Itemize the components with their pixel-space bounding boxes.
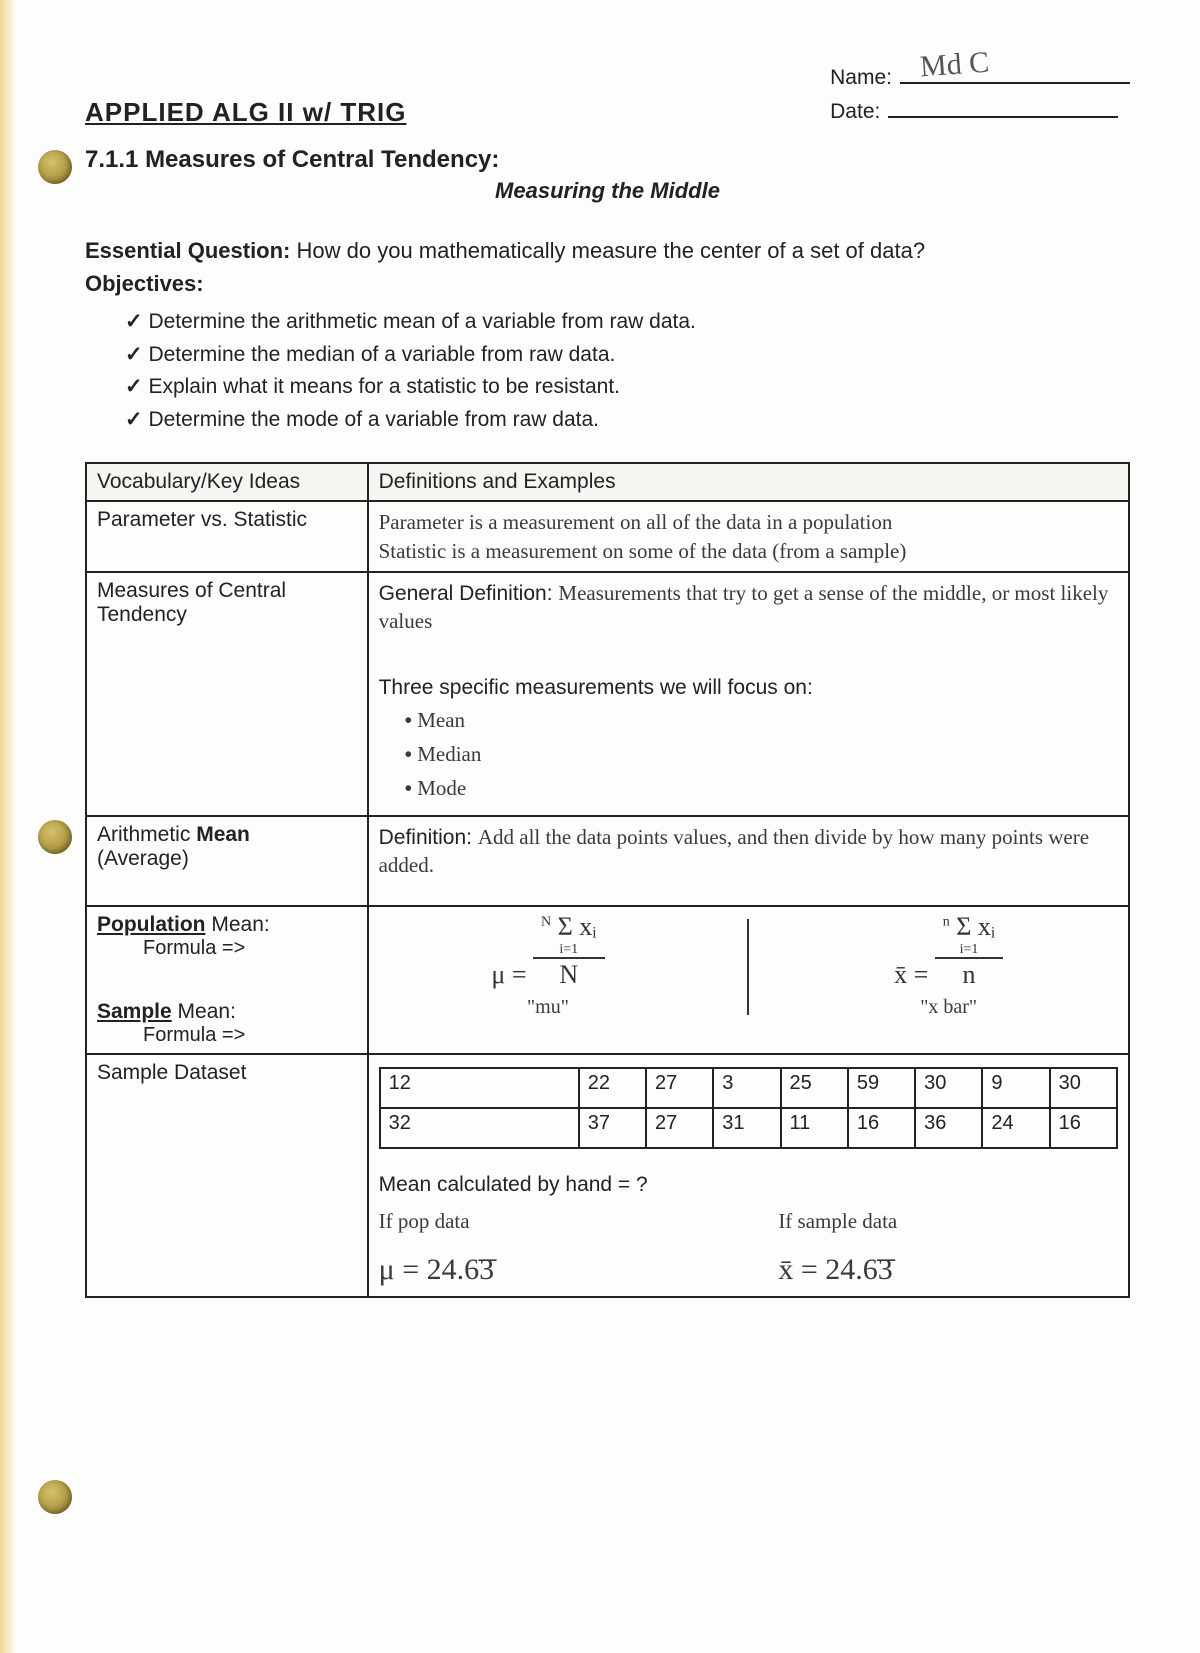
data-cell: 36 <box>915 1108 982 1148</box>
data-cell: 30 <box>1050 1068 1117 1108</box>
student-name-handwritten: Md C <box>919 46 990 85</box>
data-cell: 59 <box>848 1068 915 1108</box>
row-label: Arithmetic Mean (Average) <box>86 816 368 907</box>
data-cell: 31 <box>713 1108 780 1148</box>
dataset-table: 12 22 27 3 25 59 30 9 30 32 37 27 <box>379 1067 1118 1149</box>
hole-punch <box>38 820 72 854</box>
general-def-label: General Definition: <box>379 582 553 605</box>
section-subtitle: Measuring the Middle <box>85 178 1130 204</box>
handwriting: Statistic is a measurement on some of th… <box>379 537 1118 565</box>
row-content: Definition: Add all the data points valu… <box>368 816 1129 907</box>
name-date-block: Name: Md C Date: <box>830 60 1130 128</box>
eq-label: Essential Question: <box>85 238 290 263</box>
vertical-divider <box>747 919 749 1015</box>
objectives-label: Objectives: <box>85 271 204 296</box>
section-title: Measures of Central Tendency: <box>145 146 499 173</box>
data-cell: 12 <box>380 1068 579 1108</box>
worksheet-page: APPLIED ALG II w/ TRIG Name: Md C Date: … <box>0 0 1200 1653</box>
sample-mean-handwork: If sample data x̄ = 24.6͞3 <box>778 1207 1118 1290</box>
population-mean-formula: μ = N Σ xᵢ i=1 N "mu" <box>379 913 718 1021</box>
xbar-label: "x bar" <box>779 994 1118 1021</box>
hole-punch <box>38 1480 72 1514</box>
name-label: Name: <box>830 66 892 90</box>
section-number: 7.1.1 <box>85 146 138 173</box>
header-row: APPLIED ALG II w/ TRIG Name: Md C Date: <box>85 60 1130 128</box>
row-label: Parameter vs. Statistic <box>86 501 368 572</box>
mu-label: "mu" <box>379 994 718 1021</box>
objective-item: Explain what it means for a statistic to… <box>125 371 1130 404</box>
data-cell: 16 <box>848 1108 915 1148</box>
data-cell: 25 <box>781 1068 848 1108</box>
row-arithmetic-mean: Arithmetic Mean (Average) Definition: Ad… <box>86 816 1129 907</box>
data-cell: 30 <box>915 1068 982 1108</box>
table-header-row: Vocabulary/Key Ideas Definitions and Exa… <box>86 463 1129 501</box>
list-item: Mean <box>405 706 1118 734</box>
section-heading: 7.1.1 Measures of Central Tendency: <box>85 146 1130 174</box>
vocab-table: Vocabulary/Key Ideas Definitions and Exa… <box>85 462 1130 1298</box>
row-parameter-statistic: Parameter vs. Statistic Parameter is a m… <box>86 501 1129 572</box>
row-content: 12 22 27 3 25 59 30 9 30 32 37 27 <box>368 1054 1129 1297</box>
mean-calc-block: Mean calculated by hand = ? If pop data … <box>379 1173 1118 1290</box>
row-measures-central-tendency: Measures of Central Tendency General Def… <box>86 572 1129 816</box>
row-sample-dataset: Sample Dataset 12 22 27 3 25 59 30 9 30 <box>86 1054 1129 1297</box>
mean-calc-question: Mean calculated by hand = ? <box>379 1173 1118 1197</box>
data-cell: 27 <box>646 1068 713 1108</box>
three-label: Three specific measurements we will focu… <box>379 676 1118 700</box>
course-title: APPLIED ALG II w/ TRIG <box>85 97 407 128</box>
col-header-right: Definitions and Examples <box>368 463 1129 501</box>
date-field[interactable] <box>888 94 1118 118</box>
hole-punch <box>38 150 72 184</box>
col-header-left: Vocabulary/Key Ideas <box>86 463 368 501</box>
data-cell: 9 <box>982 1068 1049 1108</box>
row-content: General Definition: Measurements that tr… <box>368 572 1129 816</box>
pop-mean-handwork: If pop data μ = 24.6͞3 <box>379 1207 719 1290</box>
name-field[interactable]: Md C <box>900 60 1130 84</box>
three-list: Mean Median Mode <box>405 706 1118 803</box>
data-cell: 32 <box>380 1108 579 1148</box>
data-cell: 24 <box>982 1108 1049 1148</box>
handwriting: Add all the data points values, and then… <box>379 825 1089 877</box>
data-cell: 37 <box>579 1108 646 1148</box>
list-item: Median <box>405 740 1118 768</box>
data-cell: 3 <box>713 1068 780 1108</box>
row-content: μ = N Σ xᵢ i=1 N "mu" <box>368 906 1129 1054</box>
data-cell: 27 <box>646 1108 713 1148</box>
definition-label: Definition: <box>379 826 472 849</box>
page-left-edge <box>0 0 16 1653</box>
handwriting: Parameter is a measurement on all of the… <box>379 508 1118 536</box>
dataset-row: 12 22 27 3 25 59 30 9 30 <box>380 1068 1117 1108</box>
row-label: Measures of Central Tendency <box>86 572 368 816</box>
date-label: Date: <box>830 100 880 124</box>
objective-item: Determine the arithmetic mean of a varia… <box>125 306 1130 339</box>
list-item: Mode <box>405 774 1118 802</box>
row-content: Parameter is a measurement on all of the… <box>368 501 1129 572</box>
row-label: Population Mean: Formula => Sample Mean:… <box>86 906 368 1054</box>
sample-mean-formula: x̄ = n Σ xᵢ i=1 n "x bar" <box>779 913 1118 1021</box>
data-cell: 22 <box>579 1068 646 1108</box>
row-mean-formulas: Population Mean: Formula => Sample Mean:… <box>86 906 1129 1054</box>
formula-row: μ = N Σ xᵢ i=1 N "mu" <box>379 913 1118 1021</box>
eq-text: How do you mathematically measure the ce… <box>297 238 926 263</box>
objectives-list: Determine the arithmetic mean of a varia… <box>125 306 1130 436</box>
data-cell: 16 <box>1050 1108 1117 1148</box>
objective-item: Determine the median of a variable from … <box>125 339 1130 372</box>
objective-item: Determine the mode of a variable from ra… <box>125 404 1130 437</box>
row-label: Sample Dataset <box>86 1054 368 1297</box>
dataset-row: 32 37 27 31 11 16 36 24 16 <box>380 1108 1117 1148</box>
eq-objectives-block: Essential Question: How do you mathemati… <box>85 234 1130 436</box>
data-cell: 11 <box>781 1108 848 1148</box>
